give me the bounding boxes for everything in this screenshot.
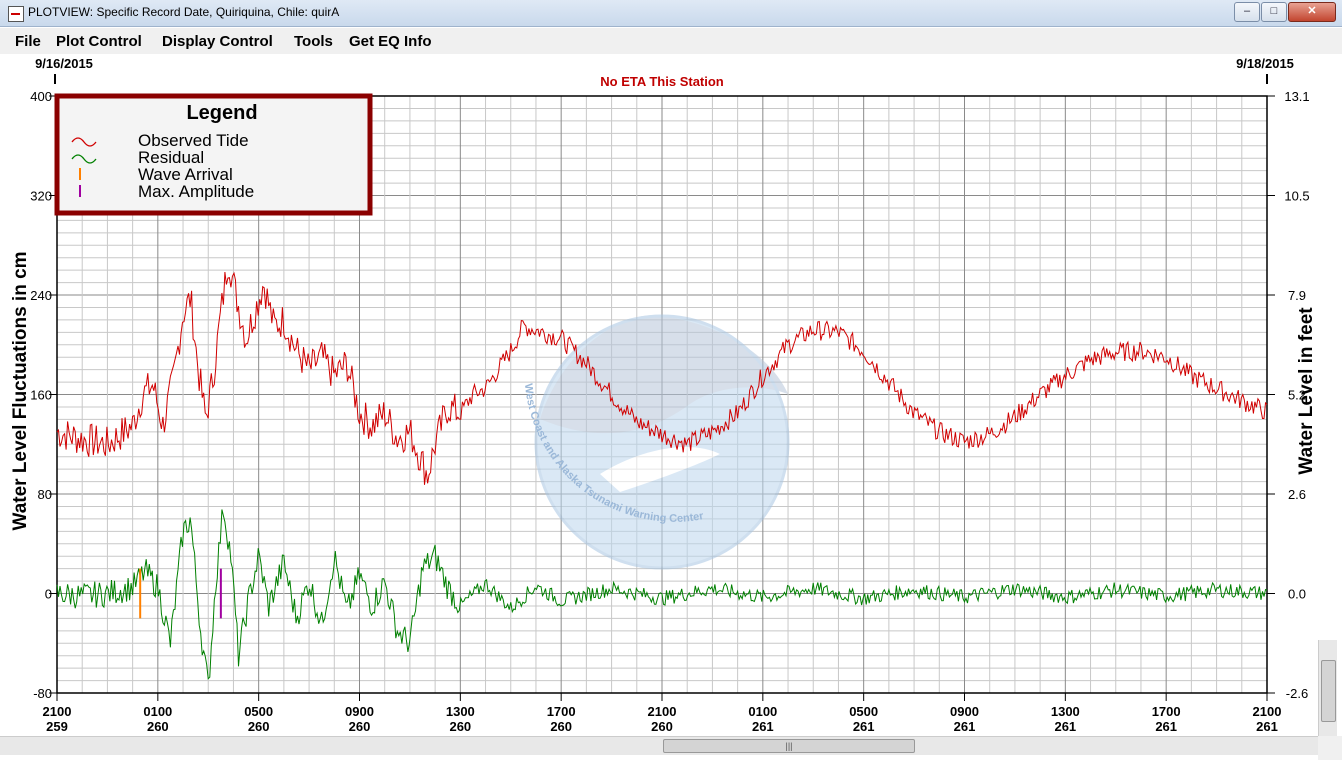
menu-bar: File Plot Control Display Control Tools … <box>0 28 1342 54</box>
y-left-axis-title: Water Level Fluctuations in cm <box>10 251 31 530</box>
legend-residual: Residual <box>138 148 204 167</box>
x-tick-day-label: 261 <box>752 719 774 734</box>
y-right-tick-label: 0.0 <box>1288 587 1306 602</box>
y-left-tick-label: 240 <box>30 288 52 303</box>
y-left-tick-label: 400 <box>30 89 52 104</box>
y-left-tick-label: 160 <box>30 388 52 403</box>
y-right-tick-label: 2.6 <box>1288 487 1306 502</box>
observed-tide-swatch-icon <box>71 137 97 147</box>
legend: Legend Observed Tide Residual Wave Arriv… <box>54 93 373 216</box>
menu-get-eq-info[interactable]: Get EQ Info <box>349 33 432 50</box>
x-tick-day-label: 260 <box>449 719 471 734</box>
vertical-scroll-thumb[interactable] <box>1321 660 1336 722</box>
minimize-button[interactable]: – <box>1234 2 1260 22</box>
legend-wave-arrival: Wave Arrival <box>138 165 233 184</box>
x-tick-time-label: 0500 <box>849 704 878 719</box>
tide-chart[interactable]: 9/16/2015 9/18/2015 No ETA This Station … <box>0 54 1318 736</box>
legend-title: Legend <box>186 102 257 124</box>
x-tick-time-label: 0100 <box>748 704 777 719</box>
title-bar: PLOTVIEW: Specific Record Date, Quiriqui… <box>0 0 1342 27</box>
x-tick-time-label: 1700 <box>1152 704 1181 719</box>
x-tick-time-label: 0900 <box>345 704 374 719</box>
x-tick-day-label: 259 <box>46 719 68 734</box>
series-layer <box>56 271 1268 680</box>
start-date-label: 9/16/2015 <box>35 56 93 71</box>
x-tick-day-label: 260 <box>651 719 673 734</box>
app-icon <box>8 6 24 22</box>
x-tick-time-label: 2100 <box>648 704 677 719</box>
y-left-tick-label: 320 <box>30 189 52 204</box>
y-right-tick-label: 13.1 <box>1284 89 1309 104</box>
event-markers <box>139 568 222 619</box>
x-tick-time-label: 1300 <box>1051 704 1080 719</box>
horizontal-scrollbar[interactable]: ||| <box>0 736 1318 755</box>
x-tick-time-label: 0100 <box>143 704 172 719</box>
legend-max-amplitude: Max. Amplitude <box>138 182 254 201</box>
menu-plot-control[interactable]: Plot Control <box>56 33 142 50</box>
end-date-label: 9/18/2015 <box>1236 56 1294 71</box>
x-tick-time-label: 2100 <box>43 704 72 719</box>
y-right-tick-label: 5.2 <box>1288 388 1306 403</box>
x-tick-time-label: 1700 <box>547 704 576 719</box>
legend-observed-tide: Observed Tide <box>138 131 249 150</box>
window-title: PLOTVIEW: Specific Record Date, Quiriqui… <box>28 5 340 19</box>
eta-label: No ETA This Station <box>600 74 724 89</box>
x-tick-time-label: 0900 <box>950 704 979 719</box>
y-right-tick-label: 10.5 <box>1284 189 1309 204</box>
menu-tools[interactable]: Tools <box>294 33 333 50</box>
y-right-tick-label: -2.6 <box>1286 686 1308 701</box>
close-button[interactable]: ✕ <box>1288 2 1336 22</box>
x-tick-day-label: 261 <box>1054 719 1076 734</box>
x-tick-time-label: 1300 <box>446 704 475 719</box>
series-line-residual <box>56 509 1268 680</box>
x-tick-day-label: 260 <box>147 719 169 734</box>
menu-file[interactable]: File <box>15 33 41 50</box>
menu-display-control[interactable]: Display Control <box>162 33 273 50</box>
horizontal-scroll-thumb[interactable]: ||| <box>663 739 915 753</box>
series-line-observed-tide <box>56 271 1268 485</box>
x-tick-time-label: 2100 <box>1253 704 1282 719</box>
x-tick-day-label: 261 <box>853 719 875 734</box>
x-tick-day-label: 261 <box>954 719 976 734</box>
residual-swatch-icon <box>71 154 97 164</box>
x-tick-day-label: 260 <box>550 719 572 734</box>
x-tick-day-label: 260 <box>349 719 371 734</box>
x-tick-time-label: 0500 <box>244 704 273 719</box>
maximize-button[interactable]: □ <box>1261 2 1287 22</box>
y-left-tick-label: -80 <box>33 686 52 701</box>
y-right-tick-label: 7.9 <box>1288 288 1306 303</box>
vertical-scrollbar[interactable] <box>1318 640 1337 736</box>
x-tick-day-label: 261 <box>1155 719 1177 734</box>
y-right-axis-title: Water Level in feet <box>1296 307 1317 475</box>
y-left-tick-label: 0 <box>45 587 52 602</box>
x-tick-day-label: 261 <box>1256 719 1278 734</box>
y-left-tick-label: 80 <box>38 487 52 502</box>
resize-grip-icon[interactable] <box>1318 736 1342 760</box>
plot-axes: 400 320 240 160 80 0 -80 13.1 10.5 7.9 5.2 2.6 0.0 -2… <box>30 89 1309 734</box>
x-tick-day-label: 260 <box>248 719 270 734</box>
